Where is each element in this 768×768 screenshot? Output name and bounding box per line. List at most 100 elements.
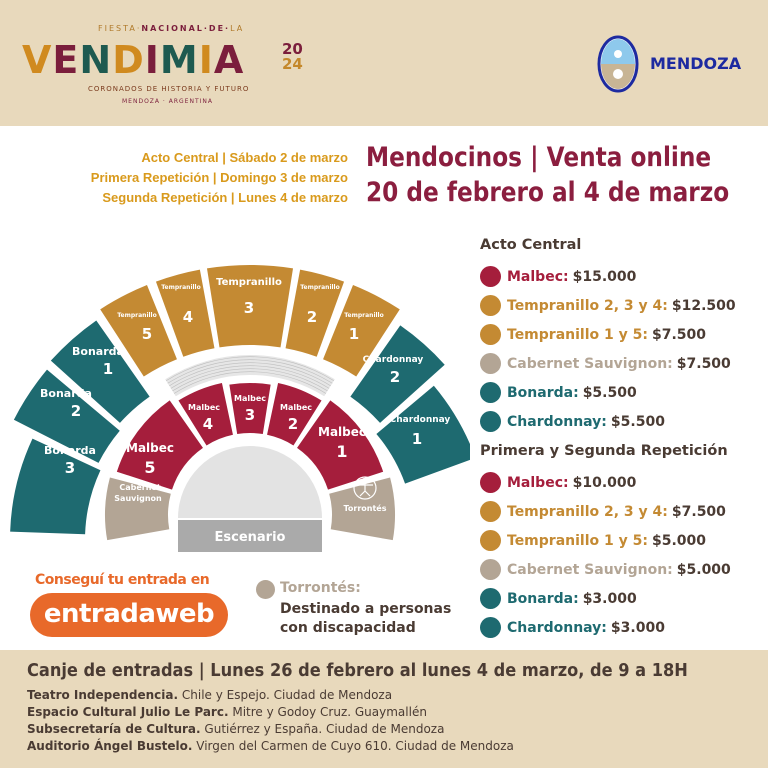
header-banner: FIESTA·NACIONAL·DE·LA VENDIMIA 20 24 CORO…: [0, 0, 768, 126]
malbec-2-label: Malbec: [280, 403, 312, 412]
price-value: $7.500: [651, 326, 706, 343]
logo-letter: I: [198, 38, 214, 82]
stage-area: [178, 446, 322, 518]
price-value: $5.500: [582, 384, 637, 401]
tempranillo-2-number: 2: [307, 308, 317, 326]
sector-malbec-1: [297, 400, 384, 490]
date-acto-central: Acto Central | Sábado 2 de marzo: [141, 150, 348, 165]
torrontes-dot-icon: [256, 580, 275, 599]
logo-letter: D: [112, 38, 145, 82]
malbec-4-label: Malbec: [188, 403, 220, 412]
accessibility-icon: [353, 476, 377, 500]
price-row: Chardonnay: $5.500: [480, 407, 768, 436]
tempranillo-5-label: Tempranillo: [117, 312, 156, 319]
price-value: $7.500: [676, 355, 731, 372]
sector-cabernet-sauvignon: [105, 477, 171, 541]
price-label: Bonarda:: [507, 384, 579, 401]
logo-letter: N: [79, 38, 113, 82]
seating-stripe: [169, 362, 331, 387]
price-label: Cabernet Sauvignon:: [507, 355, 673, 372]
sector-tempranillo-4: [155, 269, 215, 357]
price-label: Tempranillo 1 y 5:: [507, 532, 648, 549]
malbec-2-number: 2: [288, 415, 298, 433]
price-row: Tempranillo 1 y 5: $7.500: [480, 320, 768, 349]
sector-tempranillo-5: [100, 285, 177, 377]
tempranillo-4-label: Tempranillo: [161, 284, 200, 291]
price-row: Cabernet Sauvignon: $7.500: [480, 349, 768, 378]
price-heading-repeticiones: Primera y Segunda Repetición: [480, 443, 728, 459]
sector-malbec-5: [116, 400, 203, 490]
tempranillo-1-label: Tempranillo: [344, 312, 383, 319]
footer-location: Teatro Independencia. Chile y Espejo. Ci…: [27, 688, 393, 702]
logo-location: MENDOZA · ARGENTINA: [122, 98, 213, 105]
color-dot-icon: [480, 501, 501, 522]
color-dot-icon: [480, 530, 501, 551]
bonarda-3-label: Bonarda: [44, 444, 96, 457]
color-dot-icon: [480, 588, 501, 609]
sector-chardonnay-1: [376, 385, 470, 484]
torrontes-note-text: Destinado a personas con discapacidad: [280, 601, 452, 636]
price-row: Bonarda: $3.000: [480, 584, 768, 613]
date-segunda-repeticion: Segunda Repetición | Lunes 4 de marzo: [102, 190, 348, 205]
price-row: Tempranillo 2, 3 y 4: $7.500: [480, 497, 768, 526]
torrontes-note-label: Torrontés:: [280, 580, 361, 596]
price-value: $5.000: [676, 561, 731, 578]
tempranillo-5-number: 5: [142, 325, 152, 343]
chardonnay-2-label: Chardonnay: [363, 355, 424, 365]
sector-tempranillo-1: [323, 285, 400, 377]
color-dot-icon: [480, 382, 501, 403]
footer: Canje de entradas | Lunes 26 de febrero …: [0, 650, 768, 768]
cabernet-label-1: Cabernet: [119, 483, 160, 492]
tempranillo-3-label: Tempranillo: [216, 277, 282, 288]
logo-letter: A: [213, 38, 245, 82]
logo-letter: I: [144, 38, 160, 82]
malbec-4-number: 4: [203, 415, 213, 433]
logo-tagline: CORONADOS DE HISTORIA Y FUTURO: [88, 85, 250, 93]
price-row: Cabernet Sauvignon: $5.000: [480, 555, 768, 584]
price-label: Tempranillo 2, 3 y 4:: [507, 503, 668, 520]
price-label: Chardonnay:: [507, 619, 607, 636]
price-heading-acto-central: Acto Central: [480, 237, 582, 253]
price-value: $5.500: [610, 413, 665, 430]
torrontes-label: Torrontés: [344, 503, 387, 513]
price-label: Tempranillo 1 y 5:: [507, 326, 648, 343]
price-row: Malbec: $10.000: [480, 468, 768, 497]
color-dot-icon: [480, 353, 501, 374]
price-label: Bonarda:: [507, 590, 579, 607]
color-dot-icon: [480, 324, 501, 345]
sector-malbec-2: [267, 382, 322, 446]
cabernet-label-2: Sauvignon: [114, 494, 162, 503]
sector-bonarda-2: [13, 369, 120, 463]
price-value: $15.000: [572, 268, 637, 285]
chardonnay-2-number: 2: [390, 368, 400, 386]
sale-title: Mendocinos | Venta online 20 de febrero …: [366, 140, 729, 210]
entradaweb-button[interactable]: entradaweb: [30, 593, 228, 637]
price-row: Tempranillo 1 y 5: $5.000: [480, 526, 768, 555]
bonarda-2-label: Bonarda: [40, 387, 92, 400]
seating-stripe: [173, 371, 327, 394]
malbec-3-number: 3: [245, 406, 255, 424]
malbec-1-label: Malbec: [318, 425, 366, 439]
price-value: $3.000: [610, 619, 665, 636]
sector-tempranillo-2: [285, 269, 345, 357]
price-row: Chardonnay: $3.000: [480, 613, 768, 642]
malbec-3-label: Malbec: [234, 394, 266, 403]
tempranillo-1-number: 1: [349, 325, 359, 343]
bonarda-1-number: 1: [103, 360, 113, 378]
sector-torrontes: [329, 477, 395, 541]
stage: [178, 520, 322, 552]
sector-bonarda-1: [50, 320, 150, 423]
vendimia-logo-word: VENDIMIA: [22, 38, 244, 82]
seating-map: Escenario Malbec 5 Malbec 4 Malbec 3 Mal…: [10, 265, 470, 552]
logo-letter: V: [22, 38, 53, 82]
bonarda-3-number: 3: [65, 459, 75, 477]
bonarda-2-number: 2: [71, 402, 81, 420]
logo-top-line: FIESTA·NACIONAL·DE·LA: [98, 24, 245, 33]
sale-title-line2: 20 de febrero al 4 de marzo: [366, 177, 730, 208]
price-value: $12.500: [671, 297, 736, 314]
color-dot-icon: [480, 266, 501, 287]
bonarda-1-label: Bonarda: [72, 345, 124, 358]
sector-bonarda-3: [10, 438, 101, 535]
logo-letter: M: [159, 38, 199, 82]
date-primera-repeticion: Primera Repetición | Domingo 3 de marzo: [90, 170, 348, 185]
